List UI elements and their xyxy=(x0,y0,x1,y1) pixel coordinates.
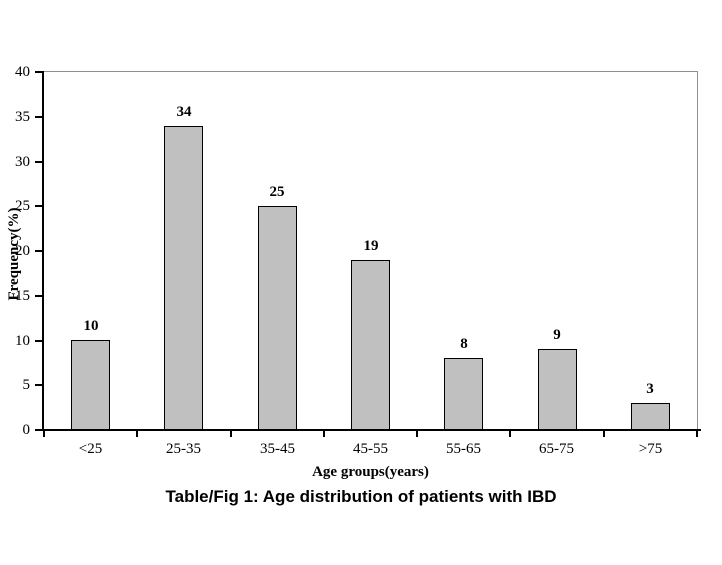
x-category-label: <25 xyxy=(78,441,103,457)
bar-<25 xyxy=(71,340,110,430)
x-category-label: 55-65 xyxy=(446,441,481,457)
y-tick xyxy=(35,339,42,342)
x-tick xyxy=(230,431,232,437)
x-category-label: 65-75 xyxy=(539,441,574,457)
x-category-label: 35-45 xyxy=(260,441,295,457)
x-tick xyxy=(696,431,698,437)
y-tick-label: 30 xyxy=(15,153,30,170)
bar-value-label: 19 xyxy=(363,238,379,254)
y-tick xyxy=(35,429,42,431)
bar-45-55 xyxy=(351,260,390,430)
x-tick xyxy=(136,431,138,437)
y-tick xyxy=(35,250,42,252)
y-tick-label: 40 xyxy=(15,64,30,80)
figure-caption: Table/Fig 1: Age distribution of patient… xyxy=(165,487,557,506)
y-tick xyxy=(35,115,42,118)
bar-value-label: 9 xyxy=(553,327,561,343)
bar-value-label: 8 xyxy=(460,336,468,352)
x-axis-title: Age groups(years) xyxy=(312,464,429,480)
y-tick-label: 35 xyxy=(15,108,30,125)
bar-55-65 xyxy=(444,358,483,430)
bar-value-label: 10 xyxy=(83,318,99,334)
x-axis-line xyxy=(42,429,701,431)
y-tick-label: 25 xyxy=(15,198,30,215)
plot-border-right xyxy=(697,71,698,430)
x-tick xyxy=(416,431,418,437)
y-tick xyxy=(35,384,42,387)
bar-25-35 xyxy=(164,126,203,430)
y-tick xyxy=(35,71,42,73)
x-category-label: >75 xyxy=(638,441,663,457)
y-tick xyxy=(35,160,42,163)
x-tick xyxy=(603,431,605,437)
y-tick-label: 5 xyxy=(22,377,31,394)
bar-35-45 xyxy=(258,206,297,430)
bar-65-75 xyxy=(538,349,577,430)
bar-value-label: 34 xyxy=(176,104,192,120)
bar-value-label: 25 xyxy=(269,184,285,200)
y-tick-label: 15 xyxy=(15,287,30,304)
y-tick xyxy=(35,294,42,297)
x-tick xyxy=(509,431,511,437)
plot-border-top xyxy=(44,71,698,72)
y-tick-label: 10 xyxy=(15,332,30,349)
y-axis-line xyxy=(42,71,44,430)
bar->75 xyxy=(631,403,670,430)
y-tick xyxy=(35,205,42,208)
y-tick-label: 0 xyxy=(22,422,31,438)
x-tick xyxy=(43,431,45,437)
bar-value-label: 3 xyxy=(646,381,654,397)
y-tick-label: 20 xyxy=(15,243,30,259)
x-tick xyxy=(323,431,325,437)
x-category-label: 45-55 xyxy=(353,441,388,457)
x-category-label: 25-35 xyxy=(166,441,201,457)
